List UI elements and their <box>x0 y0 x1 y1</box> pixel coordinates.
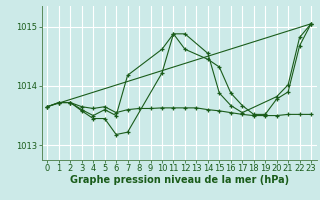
X-axis label: Graphe pression niveau de la mer (hPa): Graphe pression niveau de la mer (hPa) <box>70 175 289 185</box>
